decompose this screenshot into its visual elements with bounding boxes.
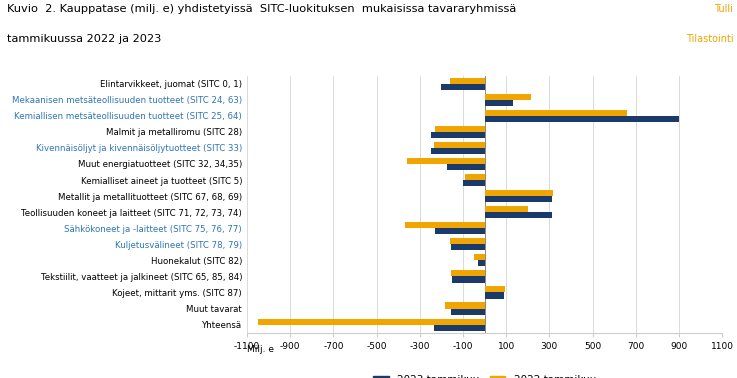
Text: Kuvio  2. Kauppatase (milj. e) yhdistetyissä  SITC-luokituksen  mukaisissa tavar: Kuvio 2. Kauppatase (milj. e) yhdistetyi… — [7, 4, 517, 14]
Bar — [485, 212, 551, 218]
Bar — [450, 238, 485, 244]
Bar — [434, 142, 485, 148]
Text: Tilastointi: Tilastointi — [685, 34, 733, 44]
Bar — [485, 94, 531, 100]
Bar — [453, 276, 485, 282]
Bar — [478, 260, 485, 266]
Bar — [485, 116, 679, 122]
Bar — [451, 308, 485, 314]
Bar — [405, 222, 485, 228]
Bar — [485, 196, 551, 202]
Bar — [430, 148, 485, 154]
Bar — [485, 100, 513, 106]
Legend: 2023 tammikuu, 2022 tammikuu: 2023 tammikuu, 2022 tammikuu — [369, 371, 600, 378]
Bar — [407, 158, 485, 164]
Bar — [434, 325, 485, 331]
Bar — [451, 244, 485, 250]
Bar — [474, 254, 485, 260]
Bar — [485, 287, 505, 293]
Bar — [485, 190, 553, 196]
Text: Milj. e: Milj. e — [247, 345, 274, 355]
Text: Tulli: Tulli — [714, 4, 733, 14]
Bar — [258, 319, 485, 325]
Bar — [485, 110, 627, 116]
Bar — [444, 302, 485, 308]
Bar — [451, 270, 485, 276]
Bar — [441, 84, 485, 90]
Bar — [485, 206, 528, 212]
Text: tammikuussa 2022 ja 2023: tammikuussa 2022 ja 2023 — [7, 34, 161, 44]
Bar — [430, 132, 485, 138]
Bar — [435, 126, 485, 132]
Bar — [435, 228, 485, 234]
Bar — [463, 180, 485, 186]
Bar — [447, 164, 485, 170]
Bar — [485, 293, 504, 299]
Bar — [450, 77, 485, 84]
Bar — [465, 174, 485, 180]
